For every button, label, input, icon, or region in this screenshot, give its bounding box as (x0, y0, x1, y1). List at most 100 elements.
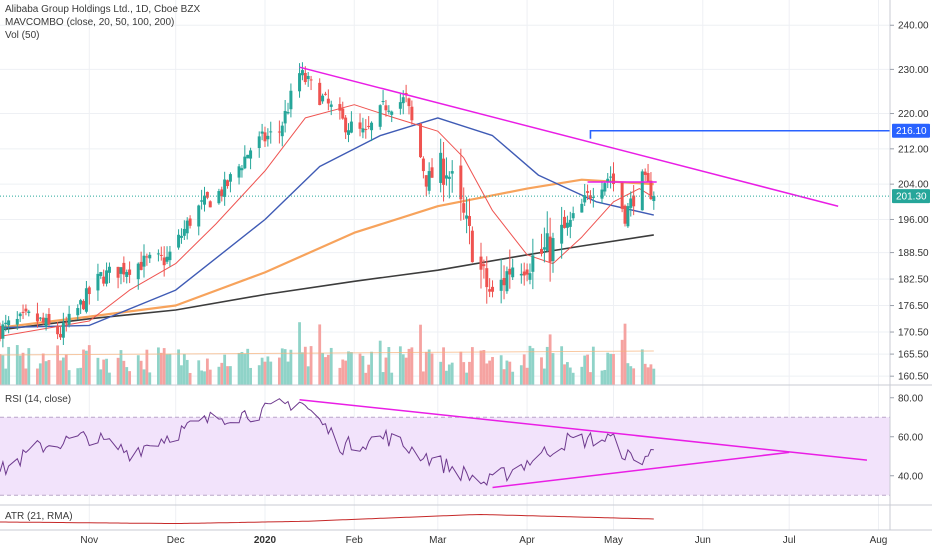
volume-bar (105, 358, 108, 385)
candle-body (358, 122, 362, 129)
volume-bar (47, 360, 51, 385)
volume-bar (603, 369, 607, 385)
volume-bar (185, 359, 189, 385)
volume-bar (364, 372, 368, 385)
volume-bar (649, 364, 653, 385)
time-tick-label: Nov (80, 535, 98, 546)
candle-body (179, 235, 183, 238)
candle-body (611, 173, 615, 184)
volume-bar (125, 367, 129, 385)
candle-body (542, 247, 546, 250)
candle-body (568, 219, 572, 227)
volume-bar (381, 372, 385, 385)
volume-bar (488, 360, 492, 385)
candle-body (0, 325, 2, 340)
candle-body (649, 180, 653, 200)
candle-body (240, 168, 244, 171)
candle-body (491, 286, 495, 292)
volume-bar (349, 352, 353, 385)
candle-body (56, 326, 60, 335)
volume-bar (27, 348, 31, 385)
candle-body (44, 317, 48, 327)
candle-body (370, 122, 374, 131)
candle-body (38, 317, 42, 319)
candle-body (344, 117, 348, 133)
price-label-box (892, 189, 930, 204)
volume-bar (61, 357, 65, 385)
candle-body (107, 266, 111, 273)
candle-body (269, 131, 273, 133)
candle-body (609, 176, 613, 178)
candle-body (4, 322, 8, 325)
candle-body (139, 261, 143, 270)
candle-body (603, 183, 607, 192)
volume-bar (243, 353, 247, 385)
volume-bar (220, 362, 224, 385)
candle-body (424, 175, 428, 187)
candle-body (367, 125, 371, 128)
time-tick-label: Dec (167, 535, 185, 546)
volume-bar (566, 362, 569, 385)
candle-body (321, 95, 325, 102)
volume-bar (4, 368, 8, 385)
candle-body (349, 121, 353, 133)
rsi-tick-label: 40.00 (898, 471, 923, 482)
volume-bar (367, 364, 371, 385)
price-pane[interactable] (0, 62, 890, 385)
volume-bar (341, 359, 345, 385)
candle-body (479, 256, 483, 270)
candle-body (47, 314, 51, 325)
candle-body (444, 175, 448, 179)
volume-bar (591, 346, 595, 385)
candle-body (442, 158, 446, 185)
resistance-level-line (589, 129, 890, 139)
volume-bar (240, 351, 244, 385)
volume-bar (583, 355, 587, 385)
volume-bar (468, 361, 471, 385)
volume-bar (217, 366, 221, 385)
candle-body (226, 180, 230, 187)
candle-body (519, 273, 523, 276)
volume-bar (289, 349, 293, 385)
candle-body (202, 195, 206, 205)
candle-body (401, 97, 405, 104)
volume-bar (606, 352, 610, 385)
candle-body (125, 271, 129, 277)
volume-bar (462, 362, 466, 385)
candle-body (182, 228, 186, 236)
atr-pane[interactable] (0, 513, 654, 524)
volume-bar (522, 354, 526, 385)
price-tick-label: 188.50 (898, 248, 929, 259)
volume-bar (329, 347, 333, 385)
rsi-pane[interactable] (0, 398, 890, 496)
rsi-tick-label: 60.00 (898, 432, 923, 443)
candle-body (188, 218, 192, 226)
volume-bar (139, 360, 143, 385)
volume-bar (387, 347, 391, 385)
candle-body (652, 196, 656, 202)
ma-legend: MAVCOMBO (close, 20, 50, 100, 200) (5, 17, 175, 28)
volume-bar (21, 352, 25, 385)
candle-body (632, 195, 636, 207)
candle-body (298, 73, 302, 92)
volume-bar (269, 361, 273, 385)
candle-body (528, 273, 532, 280)
volume-bar (309, 346, 313, 385)
candle-body (142, 255, 146, 267)
candle-body (488, 289, 492, 292)
candle-body (286, 111, 290, 114)
volume-bar (260, 357, 264, 385)
volume-bar (390, 372, 394, 385)
volume-bar (450, 362, 454, 385)
rsi-upper-trendline (299, 398, 868, 461)
volume-bar (404, 357, 408, 385)
candle-body (329, 104, 333, 107)
candle-body (646, 173, 650, 182)
rsi-lower-trendline (492, 451, 790, 489)
volume-bar (370, 351, 373, 385)
volume-bar (200, 370, 204, 385)
candle-body (277, 131, 281, 133)
volume-bar (36, 368, 39, 385)
